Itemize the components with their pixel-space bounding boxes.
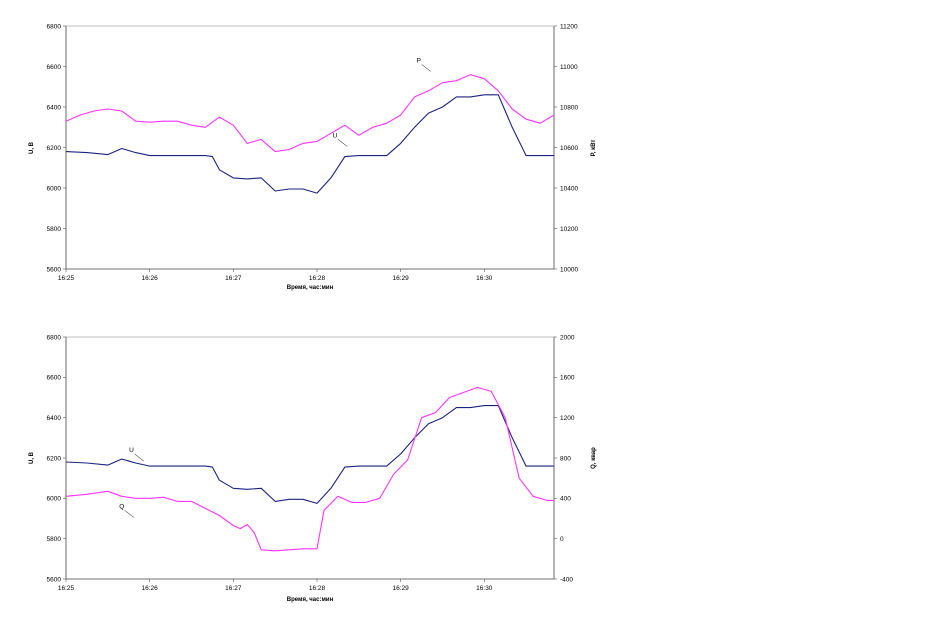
chart-1-annotation-p: P: [417, 57, 421, 64]
chart-2-right-y-tick-label: 1600: [560, 375, 575, 382]
chart-1-left-y-tick-label: 6000: [47, 185, 62, 192]
chart-2-series: [65, 386, 554, 552]
chart-2-plot-area: [65, 336, 555, 580]
chart-2-right-axis-label: Q, квар: [591, 447, 597, 469]
chart-2-left-y-tick-label: 5600: [47, 576, 62, 583]
chart-1-x-tick-label: 16:25: [58, 275, 75, 282]
chart-2-right-y-tick-label: -400: [560, 576, 573, 583]
chart-1-right-y-tick-label: 10200: [560, 226, 578, 233]
chart-2-annotation-q: Q: [119, 503, 124, 510]
chart-1: 16:25 16:26 16:27 16:28 16:29 16:30 5600 5800 60…: [29, 23, 597, 291]
chart-1-right-y-tick-label: 10800: [560, 104, 578, 111]
chart-1-x-tick-label: 16:29: [393, 275, 410, 282]
chart-2-right-y-tick-label: 2000: [560, 334, 575, 341]
chart-2: 16:25 16:26 16:27 16:28 16:29 16:30 5600 5800 60…: [29, 334, 597, 603]
chart-1-right-y-tick-label: 10000: [560, 266, 578, 273]
chart-2-left-y-tick-label: 6400: [47, 415, 62, 422]
chart-2-x-tick-label: 16:29: [393, 585, 410, 592]
chart-2-series-q-line: [65, 386, 554, 552]
chart-2-annotations: UQ: [119, 447, 144, 518]
chart-1-left-y-tick-label: 5800: [47, 226, 62, 233]
chart-1-left-y-tick-label: 5600: [47, 266, 62, 273]
chart-2-x-axis-label: Время, час:мин: [287, 597, 334, 603]
chart-2-series-u-line: [65, 405, 554, 504]
chart-1-right-y-tick-label: 10600: [560, 145, 578, 152]
chart-1-series-u-line: [65, 94, 554, 194]
chart-1-left-axis-label: U, В: [29, 141, 35, 154]
chart-1-plot-area: [65, 25, 555, 270]
chart-1-left-y-tick-label: 6600: [47, 64, 62, 71]
chart-2-right-y-tick-label: 0: [560, 536, 564, 543]
chart-1-series-p-line: [65, 74, 555, 153]
chart-1-ticks: 16:25 16:26 16:27 16:28 16:29 16:30 5600 5800 60…: [47, 23, 579, 282]
chart-2-x-tick-label: 16:28: [309, 585, 326, 592]
chart-2-right-y-tick-label: 1200: [560, 415, 575, 422]
chart-1-x-tick-label: 16:26: [142, 275, 159, 282]
chart-2-annotation-leader: [134, 453, 144, 462]
chart-1-right-y-tick-label: 11200: [560, 23, 578, 30]
chart-2-left-y-tick-label: 5800: [47, 536, 62, 543]
chart-2-left-y-tick-label: 6800: [47, 334, 62, 341]
chart-1-left-y-tick-label: 6800: [47, 23, 62, 30]
chart-1-annotation-leader: [421, 64, 431, 72]
chart-2-left-y-tick-label: 6200: [47, 455, 62, 462]
chart-2-left-y-tick-label: 6000: [47, 496, 62, 503]
chart-2-x-tick-label: 16:27: [225, 585, 242, 592]
chart-2-right-y-tick-label: 800: [560, 455, 571, 462]
chart-2-annotation-u: U: [129, 447, 134, 454]
chart-2-x-tick-label: 16:26: [142, 585, 159, 592]
chart-2-left-y-tick-label: 6600: [47, 375, 62, 382]
chart-2-ticks: 16:25 16:26 16:27 16:28 16:29 16:30 5600 5800 60…: [47, 334, 575, 592]
chart-2-x-tick-label: 16:25: [58, 585, 75, 592]
chart-1-left-y-tick-label: 6200: [47, 145, 62, 152]
chart-1-series: [65, 74, 555, 194]
chart-2-right-y-tick-label: 400: [560, 496, 571, 503]
chart-1-right-y-tick-label: 10400: [560, 185, 578, 192]
chart-1-left-y-tick-label: 6400: [47, 104, 62, 111]
chart-1-x-tick-label: 16:28: [309, 275, 326, 282]
chart-1-x-axis-label: Время, час:мин: [287, 285, 334, 291]
chart-2-annotation-leader: [124, 510, 134, 518]
chart-2-x-tick-label: 16:30: [476, 585, 493, 592]
chart-1-right-y-tick-label: 11000: [560, 64, 578, 71]
chart-1-annotations: PU: [333, 57, 431, 147]
chart-1-x-tick-label: 16:27: [225, 275, 242, 282]
chart-1-right-axis-label: P, кВт: [591, 140, 597, 157]
chart-1-annotation-u: U: [333, 132, 338, 139]
chart-2-left-axis-label: U, В: [29, 451, 35, 464]
chart-1-x-tick-label: 16:30: [476, 275, 493, 282]
chart-1-annotation-leader: [337, 139, 348, 147]
